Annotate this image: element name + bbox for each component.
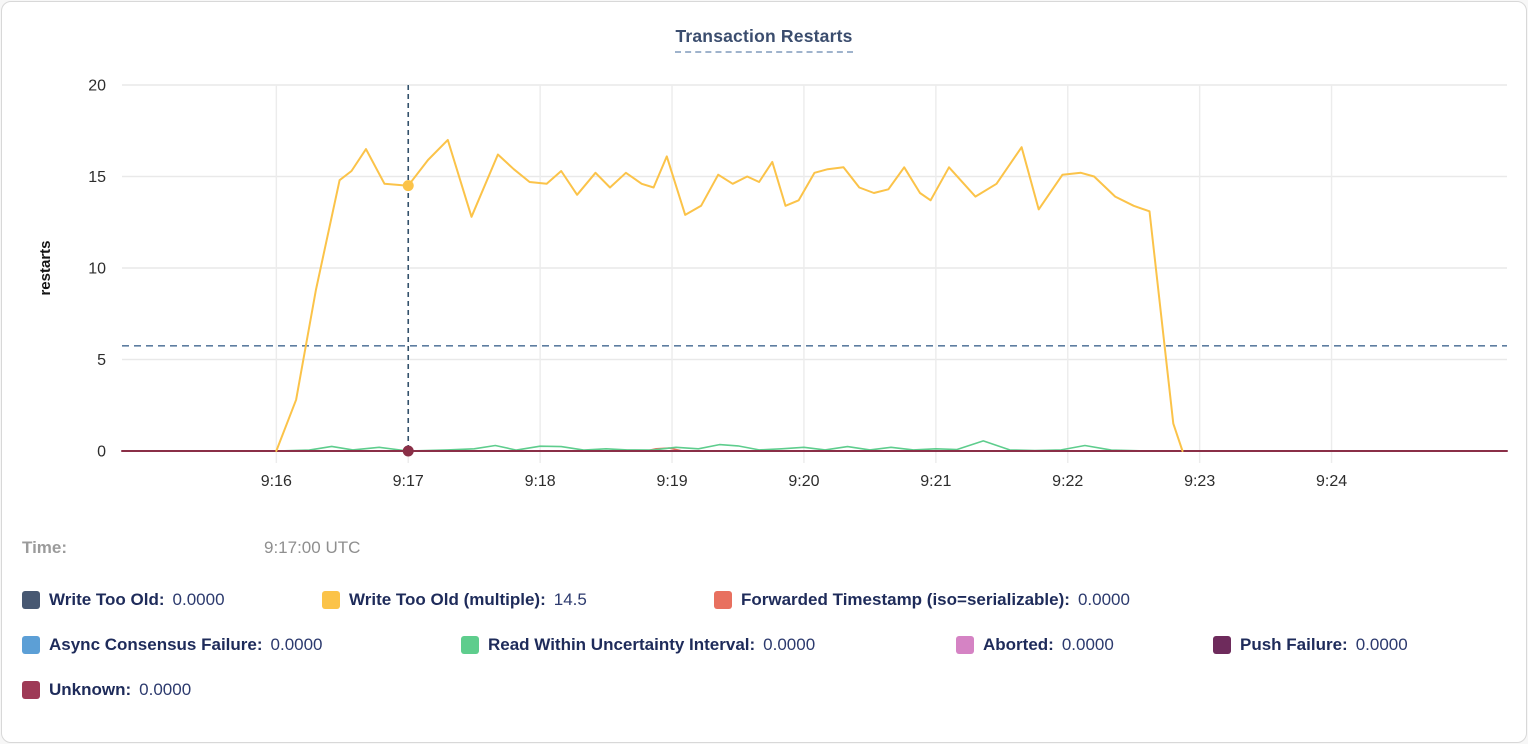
- x-tick-label: 9:22: [1052, 473, 1083, 490]
- tooltip-time-row: Time: 9:17:00 UTC: [22, 538, 1510, 562]
- y-tick-label: 10: [88, 261, 106, 278]
- chart-title: Transaction Restarts: [675, 26, 853, 53]
- legend-value: 14.5: [553, 590, 587, 609]
- series-line-write-too-old-multiple: [275, 138, 1184, 452]
- y-tick-label: 0: [97, 444, 106, 461]
- legend-swatch-write-too-old: [22, 591, 40, 609]
- y-axis-label: restarts: [37, 240, 54, 295]
- y-tick-label: 15: [88, 169, 106, 186]
- legend-item-write-too-old: Write Too Old: 0.0000: [22, 590, 322, 610]
- legend-row: Write Too Old: 0.0000 Write Too Old (multi…: [22, 590, 1506, 618]
- legend-item-unknown: Unknown: 0.0000: [22, 680, 191, 700]
- chart-legend: Write Too Old: 0.0000 Write Too Old (multi…: [22, 590, 1506, 725]
- legend-value: 0.0000: [763, 635, 816, 654]
- legend-value: 0.0000: [270, 635, 323, 654]
- legend-row: Unknown: 0.0000: [22, 680, 1506, 708]
- x-tick-label: 9:16: [261, 473, 292, 490]
- hover-dot-unknown: [402, 445, 414, 457]
- legend-label: Unknown:: [49, 680, 132, 699]
- legend-value: 0.0000: [1077, 590, 1130, 609]
- legend-swatch-forwarded-timestamp-iso-serializable: [714, 591, 732, 609]
- x-tick-label: 9:24: [1316, 473, 1347, 490]
- legend-label: Aborted:: [983, 635, 1054, 654]
- legend-swatch-push-failure: [1213, 636, 1231, 654]
- legend-row: Async Consensus Failure: 0.0000 Read Withi…: [22, 635, 1506, 663]
- x-tick-label: 9:20: [788, 473, 819, 490]
- y-tick-label: 5: [97, 352, 106, 369]
- hover-dot-write-too-old-multiple: [402, 180, 414, 192]
- legend-label: Write Too Old (multiple):: [349, 590, 546, 609]
- legend-item-forwarded-timestamp-iso-serializable: Forwarded Timestamp (iso=serializable): 0…: [714, 590, 1130, 610]
- legend-item-aborted: Aborted: 0.0000: [956, 635, 1213, 655]
- tooltip-time-value: 9:17:00 UTC: [264, 538, 361, 557]
- legend-swatch-write-too-old-multiple: [322, 591, 340, 609]
- legend-label: Write Too Old:: [49, 590, 165, 609]
- x-tick-label: 9:19: [656, 473, 687, 490]
- legend-item-read-within-uncertainty-interval: Read Within Uncertainty Interval: 0.0000: [461, 635, 956, 655]
- legend-label: Read Within Uncertainty Interval:: [488, 635, 756, 654]
- legend-item-write-too-old-multiple: Write Too Old (multiple): 14.5: [322, 590, 714, 610]
- x-tick-label: 9:18: [525, 473, 556, 490]
- legend-swatch-read-within-uncertainty-interval: [461, 636, 479, 654]
- series-line-read-within-uncertainty-interval: [275, 440, 1184, 452]
- transaction-restarts-chart[interactable]: 0 5 10 15 20 9:16 9:17 9:18 9:19 9:20 9:21 9:22 9:23…: [2, 2, 1527, 507]
- legend-label: Async Consensus Failure:: [49, 635, 263, 654]
- legend-swatch-async-consensus-failure: [22, 636, 40, 654]
- legend-value: 0.0000: [172, 590, 225, 609]
- legend-label: Push Failure:: [1240, 635, 1348, 654]
- tooltip-time-label: Time:: [22, 538, 68, 557]
- legend-value: 0.0000: [1355, 635, 1408, 654]
- legend-swatch-aborted: [956, 636, 974, 654]
- legend-item-push-failure: Push Failure: 0.0000: [1213, 635, 1408, 655]
- legend-item-async-consensus-failure: Async Consensus Failure: 0.0000: [22, 635, 461, 655]
- legend-label: Forwarded Timestamp (iso=serializable):: [741, 590, 1070, 609]
- legend-swatch-unknown: [22, 681, 40, 699]
- x-tick-label: 9:23: [1184, 473, 1215, 490]
- legend-value: 0.0000: [1061, 635, 1114, 654]
- x-tick-label: 9:17: [393, 473, 424, 490]
- legend-value: 0.0000: [139, 680, 192, 699]
- chart-title-wrap: Transaction Restarts: [2, 26, 1526, 53]
- y-tick-label: 20: [88, 78, 106, 95]
- x-tick-label: 9:21: [920, 473, 951, 490]
